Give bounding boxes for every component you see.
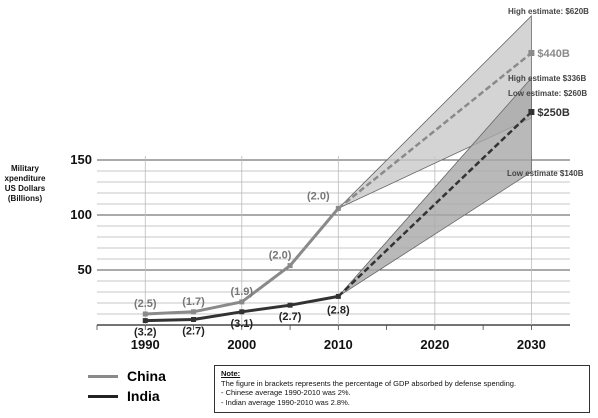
note-line-3: - Indian average 1990-2010 was 2.8%. xyxy=(221,397,350,407)
x-tick-label-2000: 2000 xyxy=(227,337,256,352)
y-axis-label: Military xpenditure US Dollars (Billions… xyxy=(0,164,50,204)
projection-point-india xyxy=(528,109,535,115)
legend-swatch-india xyxy=(88,394,118,398)
gdp-label-china-2000: (1.9) xyxy=(230,286,253,298)
point-china-2005 xyxy=(287,263,293,269)
gdp-label-china-1995: (1.7) xyxy=(182,296,205,308)
y-tick-label-150: 150 xyxy=(70,152,92,167)
legend-label-india: India xyxy=(127,388,160,404)
high-estimate-label-india: High estimate $336B xyxy=(508,74,586,83)
gdp-label-india-2005: (2.7) xyxy=(279,311,302,323)
point-india-1995 xyxy=(191,317,197,322)
projection-point-china xyxy=(528,50,535,56)
point-india-1990 xyxy=(142,318,148,324)
gdp-label-china-2010: (2.0) xyxy=(307,190,330,202)
legend-label-china: China xyxy=(127,368,166,384)
legend-item-china: China xyxy=(88,368,166,384)
band-india xyxy=(338,76,532,297)
gdp-label-india-1990: (3.2) xyxy=(134,327,157,339)
band-china xyxy=(338,15,532,209)
note-line-2: - Chinese average 1990-2010 was 2%. xyxy=(221,388,351,397)
x-tick-label-2020: 2020 xyxy=(420,337,449,352)
estimate-bands xyxy=(338,15,532,297)
y-axis-label-line-3: US Dollars xyxy=(4,184,46,193)
point-india-2005 xyxy=(287,302,293,308)
note-line-1: The figure in brackets represents the pe… xyxy=(221,378,517,388)
low-estimate-label-india: Low estimate $140B xyxy=(507,169,584,178)
high-estimate-label-china: High estimate: $620B xyxy=(508,7,589,16)
projection-label-india: $250B xyxy=(537,107,569,119)
y-tick-label-50: 50 xyxy=(78,262,92,277)
y-tick-label-100: 100 xyxy=(70,207,92,222)
point-china-2000 xyxy=(239,299,245,305)
gdp-label-india-2010: (2.8) xyxy=(327,304,350,316)
point-china-1990 xyxy=(142,311,148,317)
gdp-label-india-2000: (3.1) xyxy=(230,318,253,330)
chart-labels: 50 100 150 1990 2000 2010 2020 2030 $440B High es… xyxy=(70,7,589,352)
y-axis-label-line-4: (Billions) xyxy=(7,194,43,203)
series-lines xyxy=(142,50,535,324)
projection-label-china: $440B xyxy=(537,48,569,60)
x-tick-label-1990: 1990 xyxy=(131,337,160,352)
gdp-label-india-1995: (2.7) xyxy=(182,326,205,338)
point-india-2000 xyxy=(239,309,245,315)
gdp-label-china-2005: (2.0) xyxy=(269,250,292,262)
y-axis-label-line-2: xpenditure xyxy=(4,174,46,183)
x-tick-label-2010: 2010 xyxy=(324,337,353,352)
note-box: Note: The figure in brackets represents … xyxy=(214,365,590,413)
projection-china xyxy=(337,52,533,210)
gdp-label-china-1990: (2.5) xyxy=(134,298,157,310)
note-title: Note: xyxy=(221,369,241,378)
y-axis-label-line-1: Military xyxy=(10,164,39,173)
legend-swatch-china xyxy=(88,374,118,378)
x-tick-label-2030: 2030 xyxy=(517,337,546,352)
point-china-1995 xyxy=(191,309,197,315)
low-estimate-label-china: Low estimate: $260B xyxy=(508,89,587,98)
legend-item-india: India xyxy=(88,388,160,404)
